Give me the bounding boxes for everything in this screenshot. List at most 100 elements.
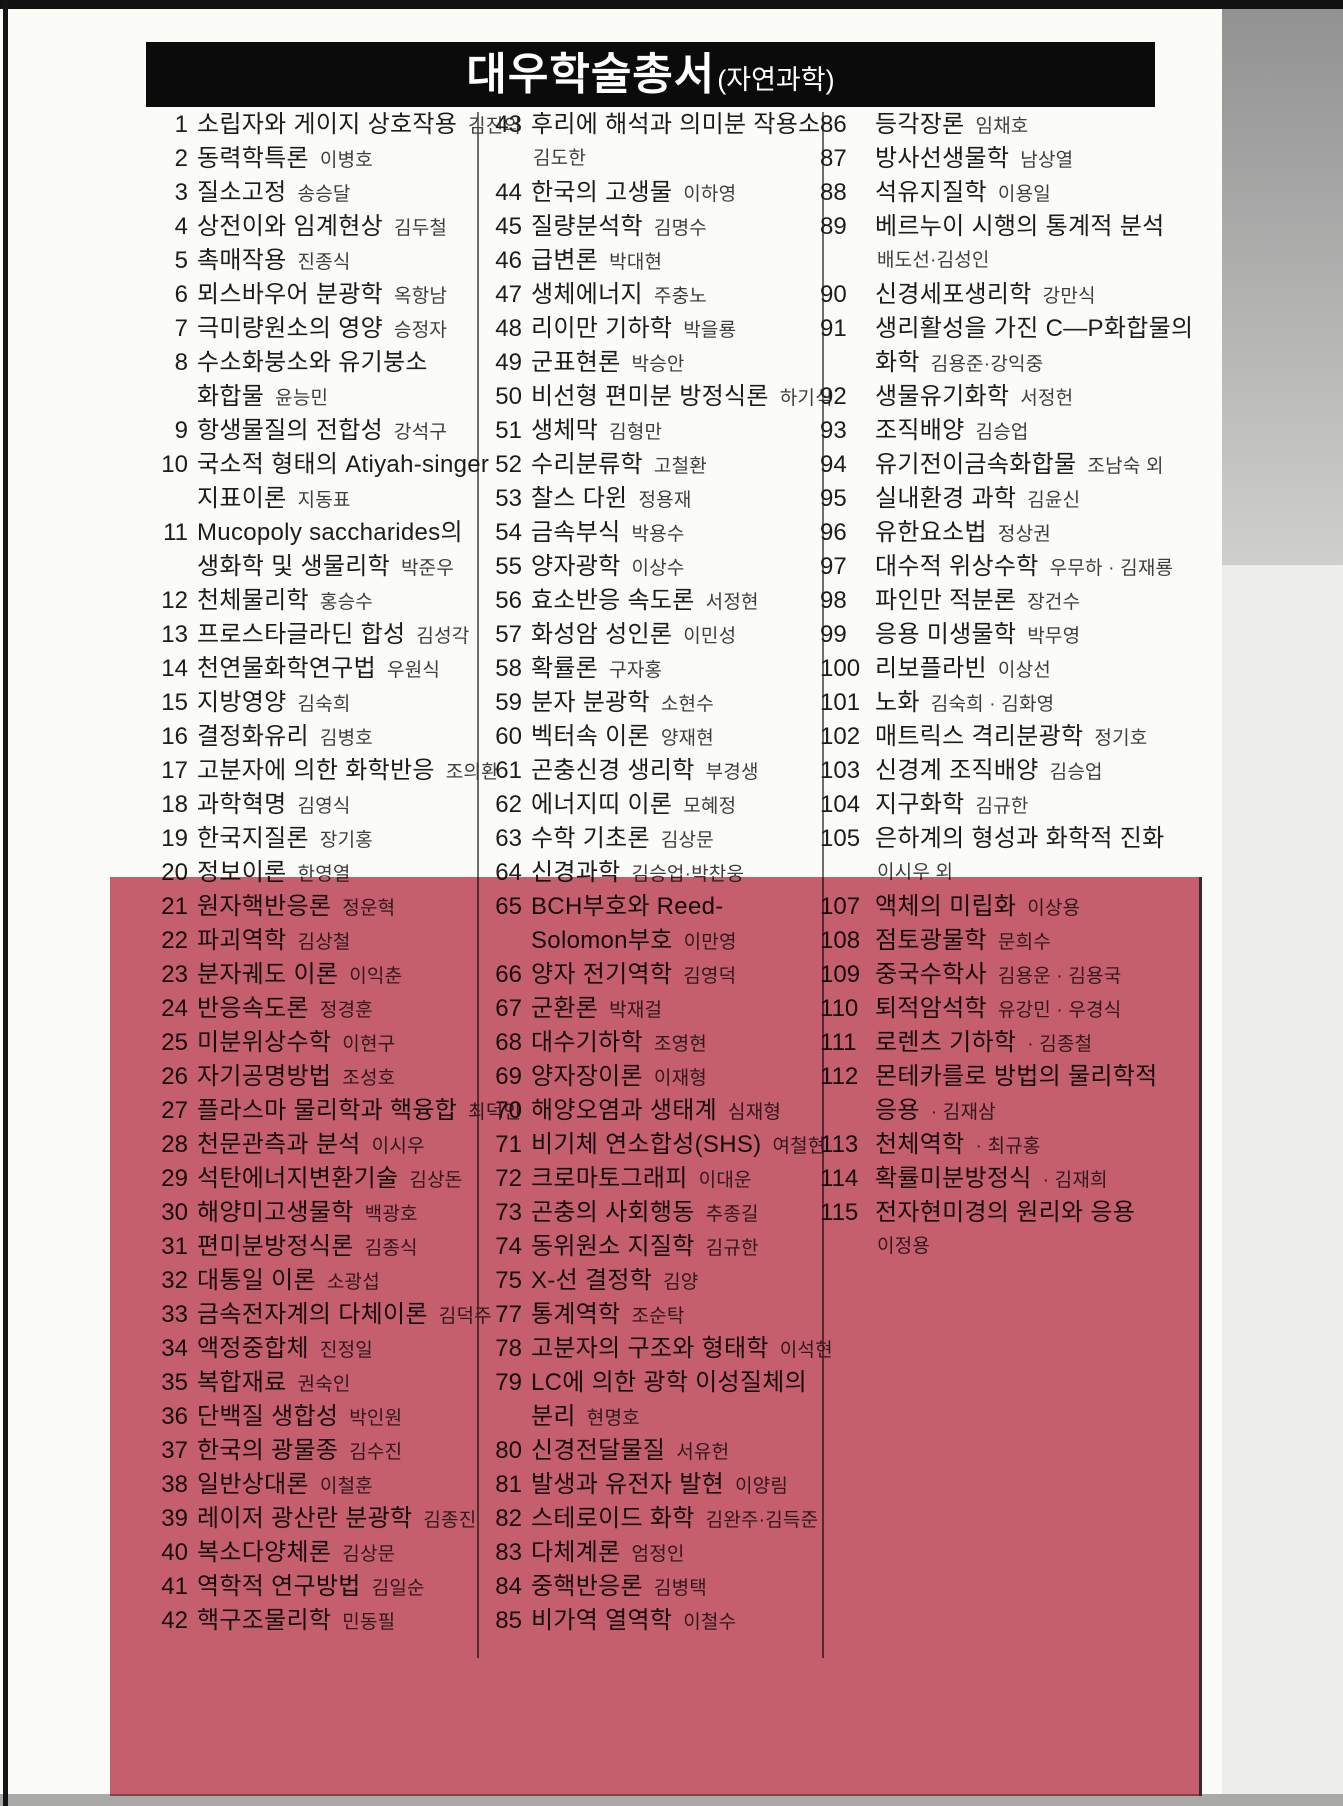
item-author: 서정헌: [1020, 388, 1074, 409]
book-item-row: 47 생체에너지 주충노: [478, 278, 818, 312]
item-number: 49: [495, 349, 522, 376]
item-author: 김상문: [660, 830, 714, 851]
item-author: 양재현: [660, 728, 714, 749]
item-author: 김형만: [609, 422, 663, 443]
item-title: 벡터속 이론: [531, 723, 650, 750]
item-number: 92: [820, 383, 847, 410]
item-author: 조의환: [445, 762, 499, 783]
book-item-row: 58 확률론 구자홍: [478, 652, 818, 686]
item-author: 서정현: [705, 592, 759, 613]
item-author: 김숙희 · 김화영: [930, 694, 1055, 715]
item-author: 지동표: [297, 490, 351, 511]
item-number: 17: [161, 757, 188, 784]
item-number: 88: [820, 179, 847, 206]
item-number: 11: [163, 519, 188, 546]
item-title: 지구화학: [875, 791, 965, 818]
book-item-row: 94 유기전이금속화합물 조남숙 외: [820, 448, 1200, 482]
item-number: 59: [495, 689, 522, 716]
item-title: 질소고정: [197, 179, 287, 206]
scan-edge-left: [3, 0, 8, 1806]
item-number: 89: [820, 213, 847, 240]
book-item-row: 1 소립자와 게이지 상호작용 김진의: [144, 108, 521, 142]
item-number: 43: [495, 111, 522, 138]
book-item-row: 102 매트릭스 격리분광학 정기호: [820, 720, 1200, 754]
item-author: 장기홍: [319, 830, 373, 851]
item-title: 리이만 기하학: [531, 315, 673, 342]
item-title: 효소반응 속도론: [531, 587, 695, 614]
item-author: 김용준·강익중: [930, 354, 1044, 375]
item-number: 5: [174, 247, 188, 274]
item-number: 105: [820, 825, 861, 852]
item-title: 결정화유리: [197, 723, 309, 750]
item-title: 소립자와 게이지 상호작용: [197, 111, 458, 138]
book-item-row: 51 생체막 김형만: [478, 414, 818, 448]
item-number: 98: [820, 587, 847, 614]
book-item-row: 17 고분자에 의한 화학반응 조의환: [144, 754, 498, 788]
item-title: 등각장론: [875, 111, 965, 138]
item-number: 60: [495, 723, 522, 750]
item-title: 베르누이 시행의 통계적 분석: [875, 213, 1165, 240]
item-title: 조직배양: [875, 417, 965, 444]
book-item-row: 50 비선형 편미분 방정식론 하기식: [478, 380, 832, 414]
item-author: 옥항남: [394, 286, 448, 307]
item-title: 양자광학: [531, 553, 621, 580]
book-item-row: 43 후리에 해석과 의미분 작용소: [478, 108, 820, 142]
item-author: 김승업: [975, 422, 1029, 443]
book-item-row: 52 수리분류학 고철환: [478, 448, 818, 482]
item-number: 15: [161, 689, 188, 716]
item-author: 박대현: [609, 252, 663, 273]
item-number: 8: [174, 349, 188, 376]
book-item-row: 56 효소반응 속도론 서정현: [478, 584, 818, 618]
book-item-row: 16 결정화유리 김병호: [144, 720, 479, 754]
item-author: 소현수: [660, 694, 714, 715]
book-item-row: 60 벡터속 이론 양재현: [478, 720, 818, 754]
item-author: 남상열: [1020, 150, 1074, 171]
item-title: 한국지질론: [197, 825, 309, 852]
book-item-row: 11 Mucopoly saccharides의: [144, 516, 479, 550]
item-author: 강석구: [394, 422, 448, 443]
item-number: 52: [495, 451, 522, 478]
item-number: 87: [820, 145, 847, 172]
series-title: 대우학술총서: [466, 49, 716, 99]
item-number: 103: [820, 757, 861, 784]
item-number: 56: [495, 587, 522, 614]
item-number: 48: [495, 315, 522, 342]
item-number: 94: [820, 451, 847, 478]
book-item-row: 99 응용 미생물학 박무영: [820, 618, 1200, 652]
item-number: 99: [820, 621, 847, 648]
item-number: 100: [820, 655, 861, 682]
item-number: 12: [161, 587, 188, 614]
item-title: 금속부식: [531, 519, 621, 546]
book-item-row: 화합물 윤능민: [144, 380, 479, 414]
book-item-row: 97 대수적 위상수학 우무하 · 김재룡: [820, 550, 1200, 584]
item-title: 에너지띠 이론: [531, 791, 673, 818]
item-title: 생리활성을 가진 C—P화합물의: [875, 315, 1194, 342]
item-title: 실내환경 과학: [875, 485, 1017, 512]
item-number: 57: [495, 621, 522, 648]
book-item-row: 93 조직배양 김승업: [820, 414, 1200, 448]
item-author: 박을룡: [683, 320, 737, 341]
item-author: 김병호: [319, 728, 373, 749]
item-author: 주충노: [653, 286, 707, 307]
item-number: 102: [820, 723, 861, 750]
book-item-row: 2 동력학특론 이병호: [144, 142, 479, 176]
item-number: 2: [174, 145, 188, 172]
item-author: 하기식: [779, 388, 833, 409]
item-title: 국소적 형태의 Atiyah-singer: [197, 451, 490, 478]
item-title: 생체막: [531, 417, 599, 444]
item-title: 급변론: [531, 247, 599, 274]
item-author: 김규한: [975, 796, 1029, 817]
item-title: 응용 미생물학: [875, 621, 1017, 648]
item-number: 86: [820, 111, 847, 138]
item-title: 화합물: [197, 383, 265, 410]
item-title: 신경세포생리학: [875, 281, 1032, 308]
item-title: 프로스타글라딘 합성: [197, 621, 406, 648]
item-title: 방사선생물학: [875, 145, 1010, 172]
item-number: 95: [820, 485, 847, 512]
book-item-row: 98 파인만 적분론 장건수: [820, 584, 1200, 618]
item-title: Mucopoly saccharides의: [197, 519, 463, 546]
book-item-row: 104 지구화학 김규한: [820, 788, 1200, 822]
item-author: 박준우: [400, 558, 455, 579]
item-title: 수학 기초론: [531, 825, 650, 852]
item-author: 이상선: [997, 660, 1051, 681]
